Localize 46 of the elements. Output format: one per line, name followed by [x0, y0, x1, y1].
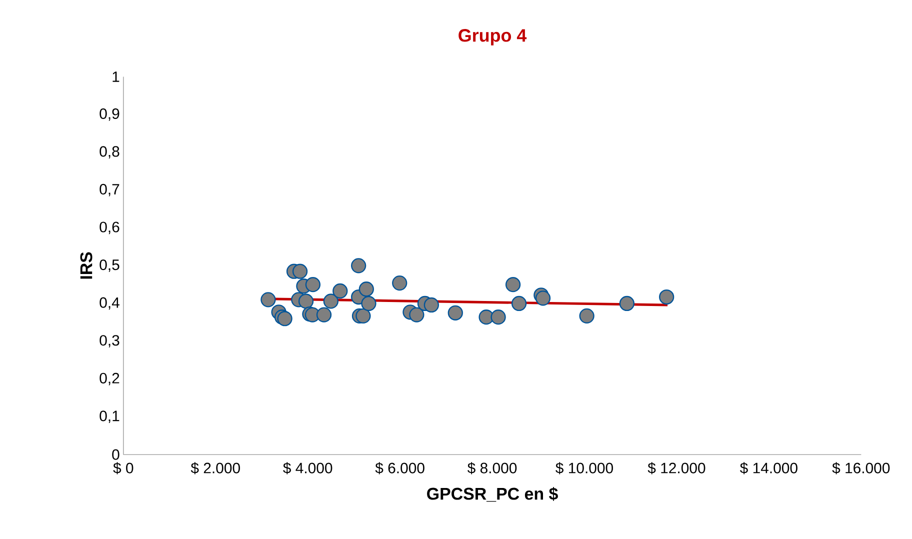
x-tick-label: $ 10.000 — [556, 462, 613, 474]
point — [350, 258, 366, 274]
y-tick-label: 0,6 — [100, 222, 120, 234]
point — [424, 297, 439, 312]
x-tick-label: $ 4.000 — [283, 462, 332, 474]
x-tick-label: $ 12.000 — [648, 462, 706, 474]
point — [316, 307, 332, 322]
point — [511, 296, 527, 311]
y-tick-label: 0,9 — [100, 108, 120, 121]
point — [323, 293, 338, 309]
y-axis-title: IRS — [80, 252, 92, 278]
x-tick-label: $ 16.000 — [832, 462, 890, 474]
x-tick-label: $ 14.000 — [740, 462, 798, 474]
point — [292, 264, 308, 279]
chart-title: Grupo 4 — [458, 28, 527, 46]
y-tick-label: 0,7 — [100, 184, 120, 196]
x-tick-label: $ 8.000 — [467, 462, 517, 474]
point — [277, 310, 292, 326]
point — [361, 296, 376, 311]
point — [392, 275, 408, 290]
point — [579, 308, 594, 324]
y-tick-label: 1 — [112, 71, 120, 82]
y-tick-label: 0,3 — [100, 334, 120, 348]
y-tick-label: 0,5 — [100, 259, 120, 272]
y-tick-label: 0,2 — [100, 372, 120, 386]
x-tick-label: $ 6.000 — [375, 462, 424, 474]
point — [659, 289, 674, 304]
point — [260, 292, 276, 308]
y-tick-label: 0,8 — [100, 146, 120, 158]
y-tick-label: 0,1 — [100, 410, 120, 423]
y-tick-label: 0 — [112, 449, 120, 460]
point — [356, 308, 371, 324]
point — [358, 281, 374, 297]
point — [490, 309, 506, 324]
y-tick-label: 0,4 — [100, 297, 120, 310]
point — [305, 276, 320, 292]
point — [535, 290, 551, 306]
x-tick-label: $ 2.000 — [190, 462, 240, 474]
x-tick-label: $ 0 — [113, 462, 134, 474]
point — [332, 283, 348, 298]
point — [409, 307, 424, 322]
point — [505, 276, 521, 292]
point — [298, 293, 314, 309]
point — [619, 296, 634, 311]
x-axis-title: GPCSR_PC en $ — [427, 486, 558, 502]
point — [448, 305, 463, 320]
